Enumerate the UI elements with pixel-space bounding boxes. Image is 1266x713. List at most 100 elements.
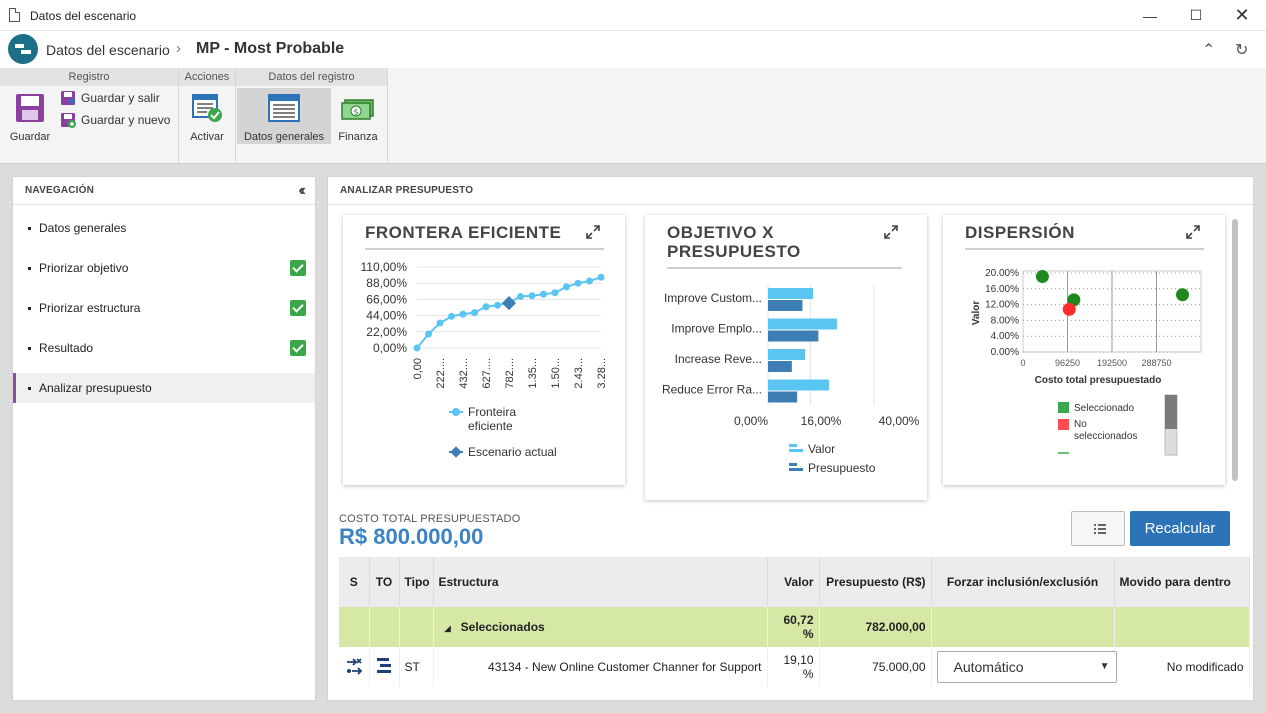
frontera-eficiente-chart: 110,00% 88,00% 66,00% 44,00% 22,00% 0,00% 0,00… [361,260,608,459]
legend-label-no-seleccionado-2: seleccionados [1074,431,1137,442]
document-icon [9,8,20,22]
app-logo-icon [8,34,38,64]
list-view-button[interactable] [1071,511,1125,546]
finanza-button[interactable]: $ Finanza [334,92,382,143]
nav-item-priorizar-estructura[interactable]: Priorizar estructura [13,293,315,333]
data-point [540,290,547,298]
legend-label-escenario: Escenario actual [468,445,557,459]
nav-item-label: Resultado [39,341,94,355]
nav-item-label: Datos generales [39,221,127,235]
activar-button[interactable]: Activar [183,92,231,143]
recalcular-button[interactable]: Recalcular [1130,511,1230,546]
chart-title: OBJETIVO X PRESUPUESTO [667,223,801,261]
activar-label: Activar [190,131,224,143]
refresh-icon[interactable]: ↻ [1235,42,1249,59]
legend-label-fronteira-2: eficiente [468,419,513,433]
cost-total-value: R$ 800.000,00 [339,524,484,549]
group-valor: 60,72 % [767,607,820,647]
data-point [586,277,593,285]
x-tick-label: 0,00% [734,414,768,428]
x-tick-label: 40,00% [879,414,920,428]
ribbon-group-registro: Registro Guardar Guardar y salir Guardar… [0,68,179,163]
bar-valor [768,349,806,360]
bar-valor [768,318,837,330]
datos-generales-button[interactable]: Datos generales [237,88,331,144]
charts-scrollbar[interactable] [1232,219,1238,481]
scatter-point [1176,288,1190,302]
column-header-estructura[interactable]: Estructura [433,557,768,607]
x-tick-label: 3.28... [596,358,608,389]
column-header-tipo[interactable]: Tipo [399,557,434,607]
legend-swatch-presupuesto [789,463,797,466]
datos-generales-label: Datos generales [243,131,325,143]
x-tick-label: 1.50... [550,358,562,389]
x-axis-label: Costo total presupuestado [1035,375,1162,386]
chart-title: FRONTERA EFICIENTE [365,223,562,242]
y-tick-label: 0.00% [991,347,1019,358]
current-scenario-point [501,296,517,311]
navigation-title: NAVEGACIÓN [25,185,95,196]
main-panel-header: ANALIZAR PRESUPUESTO [328,177,1253,205]
breadcrumb-root[interactable]: Datos del escenario [46,42,170,58]
nav-item-priorizar-objetivo[interactable]: Priorizar objetivo [13,253,315,293]
bar-presupuesto [768,300,803,311]
column-header-presupuesto[interactable]: Presupuesto (R$) [819,557,932,607]
nav-item-label: Priorizar estructura [39,301,141,315]
ribbon-group-title: Registro [0,68,178,86]
page-title: MP - Most Probable [196,40,345,57]
nav-item-resultado[interactable]: Resultado [13,333,315,373]
cost-total-label: COSTO TOTAL PRESUPUESTADO [339,513,521,525]
bar-valor [768,379,829,391]
guardar-button[interactable]: Guardar [8,92,52,143]
collapse-up-icon[interactable]: ⌃ [1202,42,1216,59]
data-point [482,303,490,311]
category-label: Improve Emplo... [671,322,762,336]
legend-label-presupuesto: Presupuesto [808,461,876,475]
data-point [459,310,467,318]
column-header-forzar[interactable]: Forzar inclusión/exclusión [931,557,1115,607]
expand-icon[interactable] [1186,225,1200,239]
legend-label-seleccionado: Seleccionado [1074,403,1134,414]
column-header-valor[interactable]: Valor [767,557,820,607]
legend-swatch-valor [789,444,797,447]
guardar-nuevo-button[interactable]: Guardar y nuevo [60,112,170,128]
chart-title: DISPERSIÓN [965,223,1075,242]
close-icon[interactable]: ✕ [1234,5,1250,25]
money-icon: $ [341,99,374,120]
nav-item-datos-generales[interactable]: Datos generales [13,213,315,253]
category-label: Increase Reve... [675,352,762,366]
swap-status-icon[interactable] [345,657,363,675]
table-header-row: S TO Tipo Estructura Valor Presupuesto (… [339,557,1250,607]
group-row-seleccionados[interactable]: ◢ Seleccionados 60,72 % 782.000,00 [339,607,1250,647]
data-point [551,289,559,297]
checkmark-icon [290,340,306,356]
forzar-select[interactable]: Automático ▼ [936,651,1117,683]
y-tick-label: 4.00% [991,331,1019,342]
breadcrumb-separator: › [176,40,181,57]
minimize-icon[interactable]: — [1143,7,1157,24]
expand-icon[interactable] [884,225,898,239]
finanza-label: Finanza [338,131,378,143]
expand-icon[interactable] [586,225,600,239]
navigation-panel: NAVEGACIÓN ‹‹ Datos generales Priorizar … [12,176,316,701]
y-tick-label: 16.00% [985,284,1019,295]
table-row[interactable]: ST 43134 - New Online Customer Channer f… [339,647,1250,687]
collapse-left-icon[interactable]: ‹‹ [298,182,305,199]
maximize-icon[interactable]: ☐ [1189,7,1203,23]
column-header-s[interactable]: S [339,557,370,607]
ribbon-group-title: Acciones [179,68,235,86]
ribbon-group-acciones: Acciones Activar [179,68,236,163]
collapse-triangle-icon[interactable]: ◢ [444,624,451,633]
x-tick-label: 0 [1020,358,1025,368]
nav-item-analizar-presupuesto[interactable]: Analizar presupuesto [13,373,315,403]
guardar-salir-button[interactable]: Guardar y salir [60,90,160,106]
column-header-to[interactable]: TO [369,557,400,607]
x-tick-label: 1.35... [527,358,539,389]
data-point [517,292,524,300]
y-tick-label: 110,00% [361,260,408,274]
category-label: Reduce Error Ra... [662,383,762,397]
data-point [494,301,501,309]
column-header-movido[interactable]: Movido para dentro [1114,557,1250,607]
forzar-select-value: Automático [953,659,1024,675]
guardar-label: Guardar [9,131,51,143]
